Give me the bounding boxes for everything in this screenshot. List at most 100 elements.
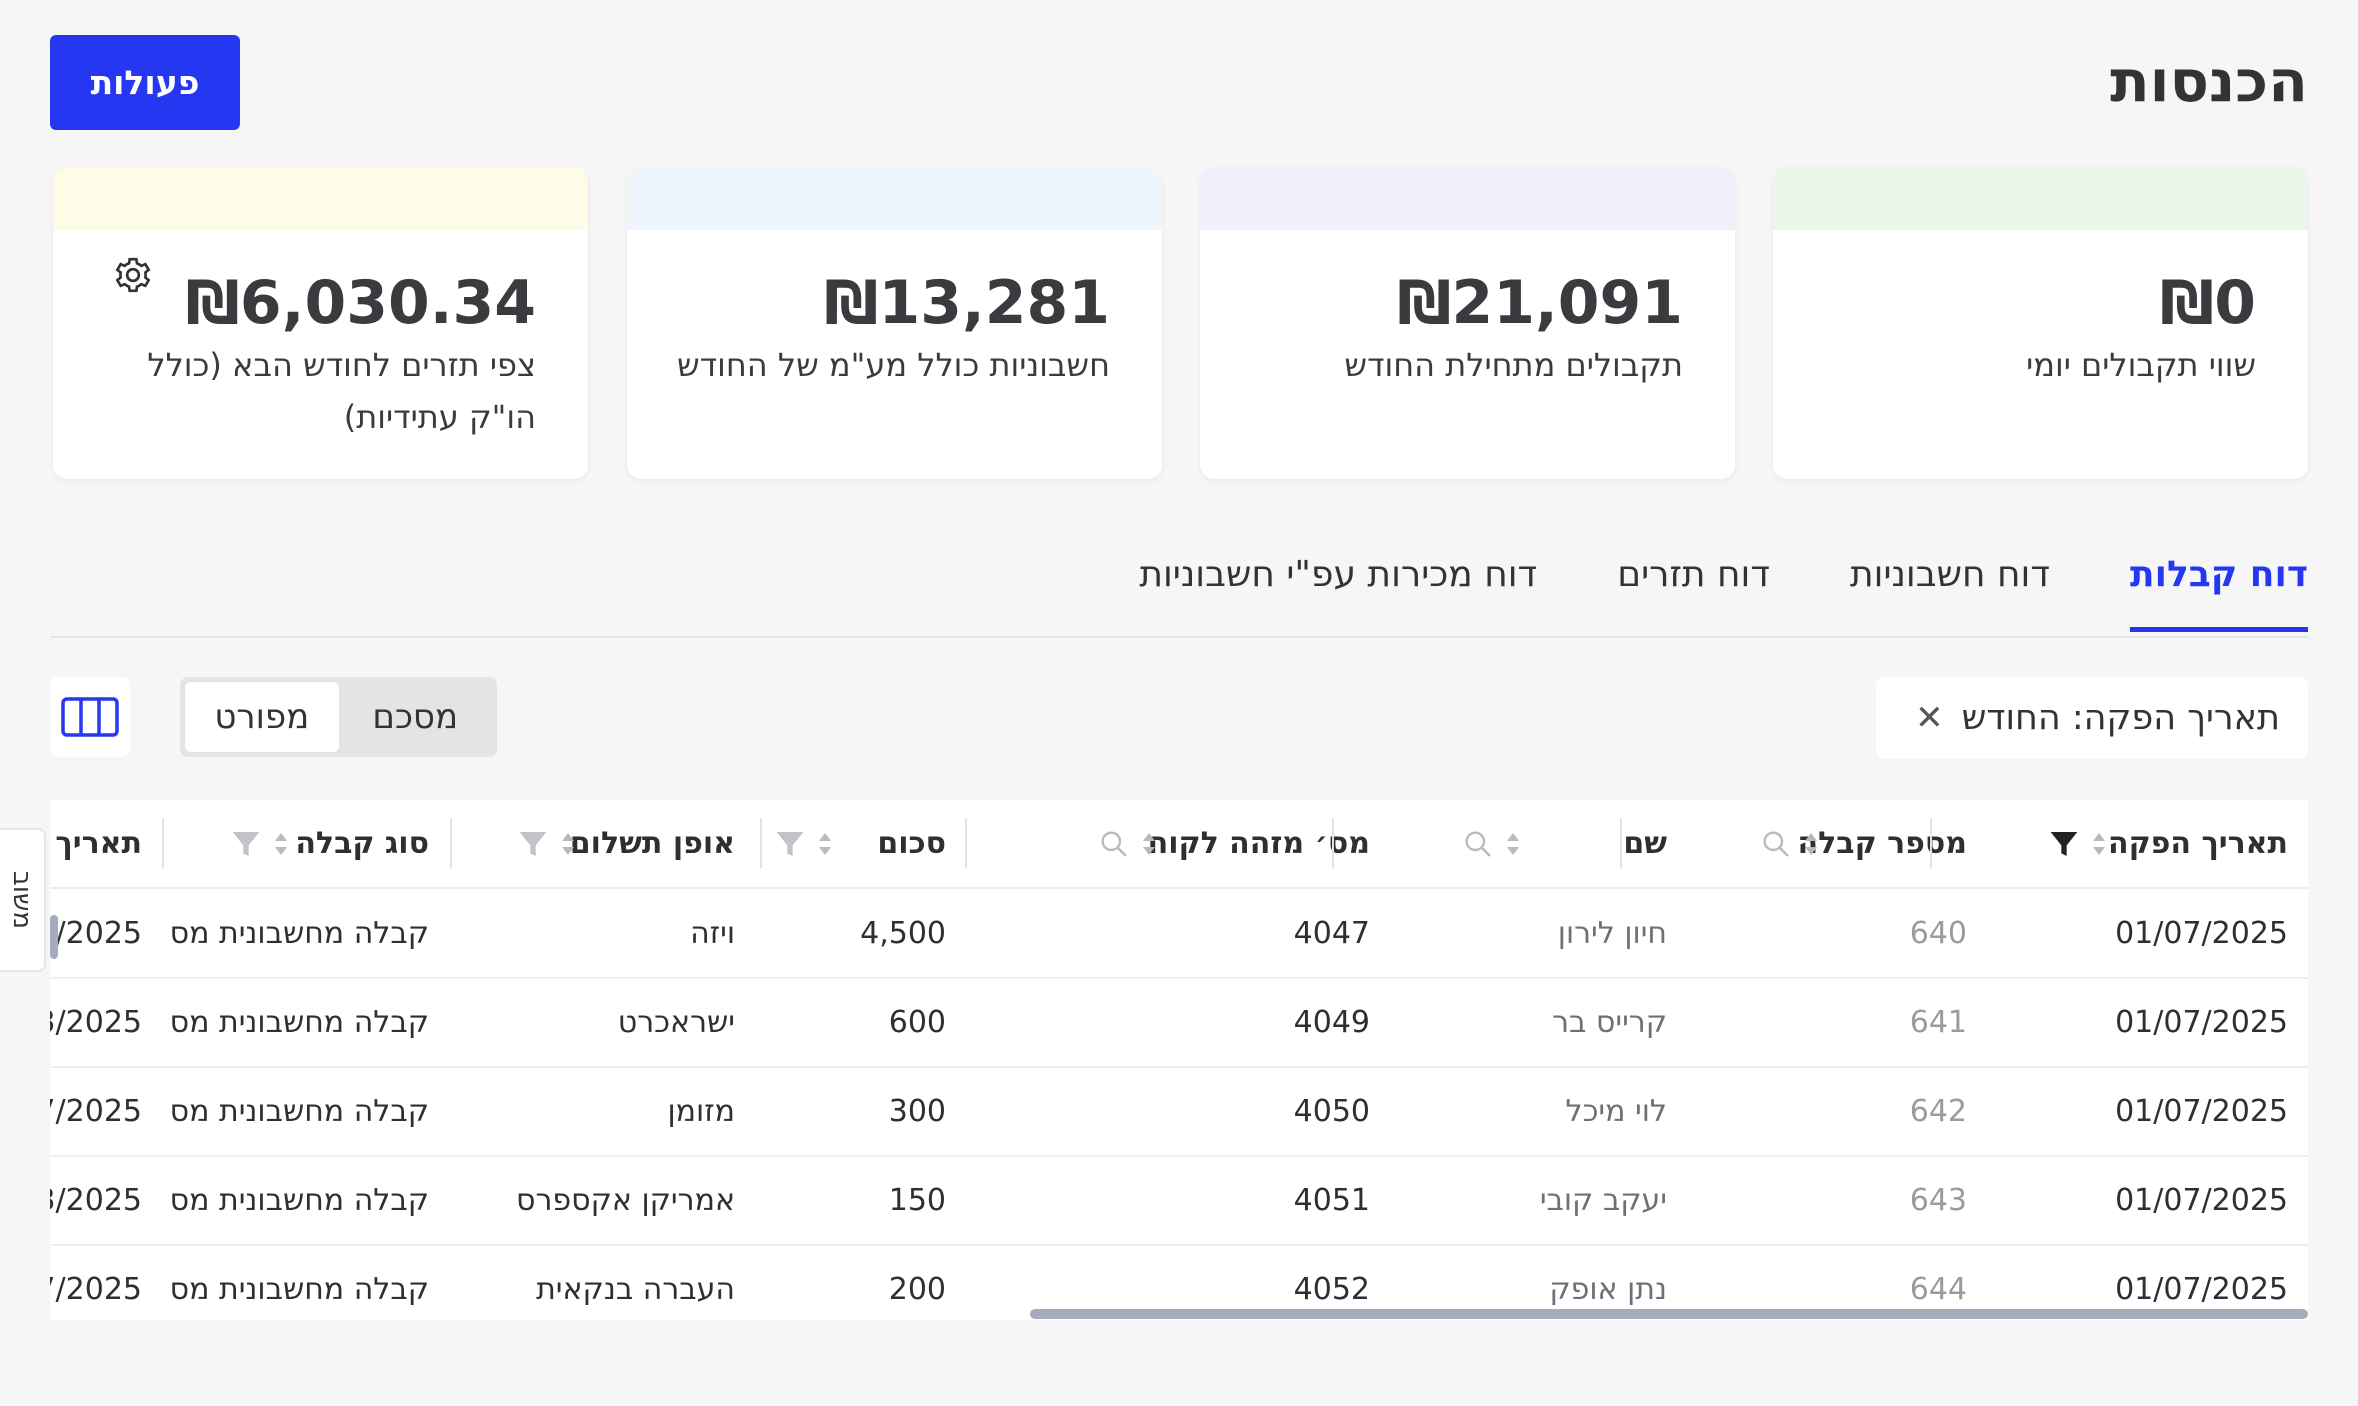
filter-icon[interactable]: [774, 829, 806, 859]
column-tools: [517, 800, 577, 887]
cell-date2: 3/2025: [50, 1004, 142, 1040]
card-value: ₪21,091: [1397, 268, 1683, 338]
columns-button[interactable]: [50, 677, 130, 757]
cell-payment-method: ויזה: [690, 915, 735, 951]
cell-date2: 3/2025: [50, 1182, 142, 1218]
column-header-date2[interactable]: תאריך ס: [50, 826, 142, 861]
sort-icon[interactable]: [559, 830, 577, 858]
cell-date: 01/07/2025: [2115, 1182, 2288, 1218]
cell-date2: 3/2025: [50, 915, 142, 951]
column-tools: [230, 800, 290, 887]
cell-amount: 600: [888, 1004, 946, 1040]
sort-icon[interactable]: [816, 830, 834, 858]
sort-icon[interactable]: [1140, 830, 1158, 858]
column-header-date[interactable]: תאריך הפקה: [2107, 826, 2288, 861]
column-header-customer-id[interactable]: מס׳ מזהה לקוח: [1147, 826, 1370, 861]
table-row[interactable]: 01/07/2025 640 חיון לירון 4047 4,500 ויזה קבלה…: [50, 889, 2308, 979]
actions-button[interactable]: פעולות: [50, 35, 240, 130]
table-row[interactable]: 01/07/2025 641 קרייס בר 4049 600 ישראכרט קבלה …: [50, 978, 2308, 1068]
report-tabs: דוח קבלות דוח חשבוניות דוח תזרים דוח מכירות…: [1139, 545, 2308, 632]
detailed-view-option[interactable]: מפורט: [185, 682, 339, 752]
table-row[interactable]: 01/07/2025 644 נתן אופק 4052 200 העברה בנקאית…: [50, 1245, 2308, 1320]
column-header-amount[interactable]: סכום: [877, 826, 946, 861]
cell-customer-id: 4051: [1293, 1182, 1370, 1218]
column-separator: [162, 818, 164, 868]
card-label: חשבוניות כולל מע"מ של החודש: [677, 346, 1110, 384]
column-header-receipt-type[interactable]: סוג קבלה: [295, 826, 429, 861]
sort-icon[interactable]: [1504, 830, 1522, 858]
column-tools: [1098, 800, 1158, 887]
sort-icon[interactable]: [272, 830, 290, 858]
summary-view-option[interactable]: מסכם: [372, 697, 459, 737]
card-value: ₪6,030.34: [185, 268, 536, 338]
view-toggle: מסכם מפורט: [180, 677, 497, 757]
cell-amount: 300: [888, 1093, 946, 1129]
cell-customer-id: 4049: [1293, 1004, 1370, 1040]
cell-date: 01/07/2025: [2115, 1271, 2288, 1307]
cell-name: לוי מיכל: [1565, 1093, 1667, 1129]
feedback-tab[interactable]: משוב: [0, 828, 46, 972]
filter-icon[interactable]: [230, 829, 262, 859]
filter-label: תאריך הפקה: החודש: [1961, 698, 2280, 738]
stat-card: ₪13,281 חשבוניות כולל מע"מ של החודש: [627, 167, 1162, 479]
cell-receipt-type: קבלה מחשבונית מס: [169, 1004, 429, 1040]
vertical-scrollbar[interactable]: [50, 915, 58, 959]
filter-chip[interactable]: תאריך הפקה: החודש ✕: [1876, 677, 2308, 759]
card-value: ₪0: [2159, 268, 2256, 338]
column-tools: [2048, 800, 2108, 887]
columns-icon: [61, 697, 119, 737]
cell-amount: 150: [888, 1182, 946, 1218]
receipts-table: תאריך הפקה מספר קבלה שם מס׳ מזהה לקוח סכום או…: [50, 800, 2308, 1320]
column-separator: [760, 818, 762, 868]
cell-receipt-no: 640: [1909, 915, 1967, 951]
cell-date: 01/07/2025: [2115, 915, 2288, 951]
tab-2[interactable]: דוח תזרים: [1617, 554, 1770, 595]
cell-name: קרייס בר: [1552, 1004, 1667, 1040]
cell-date2: 7/2025: [50, 1093, 142, 1129]
cell-customer-id: 4050: [1293, 1093, 1370, 1129]
card-label: תקבולים מתחילת החודש: [1344, 346, 1683, 384]
gear-icon[interactable]: [113, 255, 153, 295]
cell-customer-id: 4052: [1293, 1271, 1370, 1307]
cell-date: 01/07/2025: [2115, 1093, 2288, 1129]
card-value: ₪13,281: [824, 268, 1110, 338]
horizontal-scrollbar[interactable]: [1030, 1309, 2308, 1319]
column-header-receipt-no[interactable]: מספר קבלה: [1797, 826, 1967, 861]
table-row[interactable]: 01/07/2025 643 יעקב קובי 4051 150 אמריקן אקספ…: [50, 1156, 2308, 1246]
cell-name: נתן אופק: [1549, 1271, 1667, 1307]
column-header-name[interactable]: שם: [1623, 826, 1667, 861]
search-icon[interactable]: [1098, 828, 1130, 860]
cell-receipt-type: קבלה מחשבונית מס: [169, 1182, 429, 1218]
tabs-divider: [50, 636, 2308, 638]
card-band: [1200, 167, 1735, 230]
cell-name: יעקב קובי: [1539, 1182, 1667, 1218]
filter-icon[interactable]: [517, 829, 549, 859]
column-separator: [1332, 818, 1334, 868]
column-tools: [774, 800, 834, 887]
cell-customer-id: 4047: [1293, 915, 1370, 951]
cell-payment-method: מזומן: [667, 1093, 736, 1129]
card-band: [1773, 167, 2308, 230]
column-header-payment-method[interactable]: אופן תשלום: [569, 826, 735, 861]
sort-icon[interactable]: [1802, 830, 1820, 858]
filter-icon[interactable]: [2048, 829, 2080, 859]
feedback-tab-label: משוב: [7, 870, 37, 930]
card-band: [53, 167, 588, 230]
card-label: שווי תקבולים יומי: [2026, 346, 2256, 384]
search-icon[interactable]: [1760, 828, 1792, 860]
close-icon[interactable]: ✕: [1915, 698, 1944, 738]
stat-card: ₪21,091 תקבולים מתחילת החודש: [1200, 167, 1735, 479]
tab-0[interactable]: דוח קבלות: [2130, 545, 2308, 632]
sort-icon[interactable]: [2090, 830, 2108, 858]
cell-receipt-type: קבלה מחשבונית מס: [169, 1271, 429, 1307]
card-band: [627, 167, 1162, 230]
table-row[interactable]: 01/07/2025 642 לוי מיכל 4050 300 מזומן קבלה מח…: [50, 1067, 2308, 1157]
cell-amount: 200: [888, 1271, 946, 1307]
column-separator: [1620, 818, 1622, 868]
cell-date: 01/07/2025: [2115, 1004, 2288, 1040]
tab-1[interactable]: דוח חשבוניות: [1850, 554, 2051, 595]
cell-payment-method: ישראכרט: [617, 1004, 735, 1040]
tab-3[interactable]: דוח מכירות עפ"י חשבוניות: [1139, 554, 1538, 595]
cell-receipt-type: קבלה מחשבונית מס: [169, 915, 429, 951]
search-icon[interactable]: [1462, 828, 1494, 860]
